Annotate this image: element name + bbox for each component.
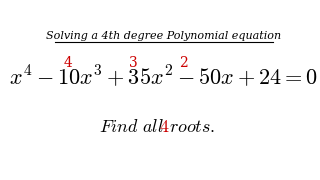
Text: Solving a 4th degree Polynomial equation: Solving a 4th degree Polynomial equation (46, 31, 282, 41)
Text: 2: 2 (179, 56, 188, 70)
Text: 4: 4 (63, 56, 72, 70)
Text: $\ \mathit{roots.}$: $\ \mathit{roots.}$ (164, 118, 215, 136)
Text: 3: 3 (129, 56, 137, 70)
Text: $x^4 - 10x^3 + 35x^2 - 50x + 24 = 0$: $x^4 - 10x^3 + 35x^2 - 50x + 24 = 0$ (10, 64, 318, 90)
Text: $\mathbf{4}$: $\mathbf{4}$ (159, 118, 169, 136)
Text: $\mathit{Find\ all}\ $: $\mathit{Find\ all}\ $ (99, 118, 164, 136)
